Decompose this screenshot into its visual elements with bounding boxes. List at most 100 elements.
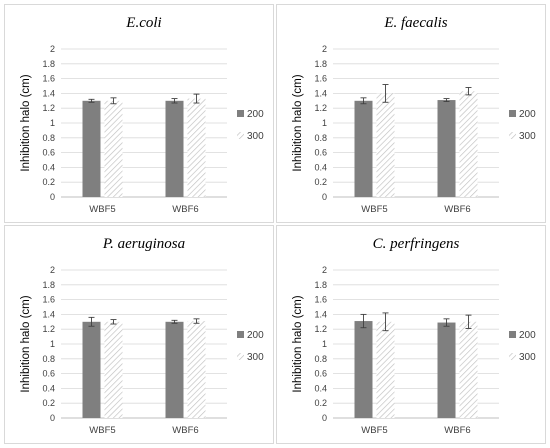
y-tick-label: 1.4	[42, 88, 55, 98]
chart-panel-efaecalis: E. faecalis Inhibition halo (cm) 0 0.2 0.4 0.…	[276, 4, 546, 223]
y-tick-label: 1.2	[42, 324, 55, 334]
legend-label: 200	[519, 330, 536, 341]
y-axis-label: Inhibition halo (cm)	[292, 295, 304, 392]
y-tick-label: 0.2	[42, 177, 55, 187]
y-tick-label: 0	[50, 413, 55, 423]
y-tick-label: 2	[50, 265, 55, 275]
legend-swatch	[237, 132, 244, 139]
y-tick-label: 0.8	[42, 354, 55, 364]
chart-title: E. faecalis	[383, 15, 447, 31]
y-tick-label: 1.2	[314, 324, 327, 334]
y-tick-label: 0.2	[42, 398, 55, 408]
y-tick-label: 1.6	[314, 295, 327, 305]
bar	[82, 100, 101, 197]
y-tick-label: 0.4	[314, 162, 327, 172]
bar	[165, 100, 184, 197]
y-tick-label: 1.6	[42, 74, 55, 84]
x-tick-label: WBF6	[444, 204, 470, 215]
legend-swatch	[237, 353, 244, 360]
bar	[437, 322, 456, 418]
bar	[187, 98, 206, 197]
y-tick-label: 1.4	[42, 309, 55, 319]
y-tick-label: 0.4	[42, 162, 55, 172]
y-tick-label: 0.6	[314, 148, 327, 158]
chart-svg: P. aeruginosa Inhibition halo (cm) 0 0.2 0.4…	[20, 236, 264, 436]
x-tick-label: WBF5	[89, 204, 115, 215]
y-tick-label: 0.8	[314, 354, 327, 364]
y-tick-label: 1.4	[314, 309, 327, 319]
y-tick-label: 0.2	[314, 177, 327, 187]
y-tick-label: 0.6	[42, 369, 55, 379]
y-tick-label: 2	[322, 44, 327, 54]
y-tick-label: 1.2	[314, 103, 327, 113]
bar	[104, 100, 123, 197]
chart-svg: E.coli Inhibition halo (cm) 0 0.2 0.4 0.6 0.8 1…	[20, 15, 264, 215]
y-axis-label: Inhibition halo (cm)	[20, 74, 32, 171]
legend-label: 200	[247, 330, 264, 341]
legend-label: 200	[519, 109, 536, 120]
y-axis-label: Inhibition halo (cm)	[292, 74, 304, 171]
x-tick-label: WBF6	[172, 425, 198, 436]
y-tick-label: 1.8	[314, 59, 327, 69]
chart-title: P. aeruginosa	[102, 236, 185, 252]
legend-label: 300	[247, 352, 264, 363]
y-axis-label: Inhibition halo (cm)	[20, 295, 32, 392]
bar	[187, 321, 206, 418]
bar	[376, 93, 395, 197]
y-tick-label: 1.2	[42, 103, 55, 113]
bar	[376, 321, 395, 418]
x-tick-label: WBF5	[361, 204, 387, 215]
y-tick-label: 2	[50, 44, 55, 54]
legend-label: 300	[519, 352, 536, 363]
y-tick-label: 0	[50, 192, 55, 202]
legend-label: 300	[519, 131, 536, 142]
bar	[82, 321, 101, 418]
y-tick-label: 1	[322, 339, 327, 349]
y-tick-label: 1.8	[314, 280, 327, 290]
legend-swatch	[509, 331, 516, 338]
y-tick-label: 1	[50, 339, 55, 349]
y-tick-label: 1.8	[42, 280, 55, 290]
x-tick-label: WBF5	[89, 425, 115, 436]
legend-swatch	[237, 331, 244, 338]
bar	[165, 321, 184, 418]
y-tick-label: 0.4	[314, 383, 327, 393]
chart-grid: E.coli Inhibition halo (cm) 0 0.2 0.4 0.6 0.8 1…	[4, 4, 546, 444]
bar	[437, 100, 456, 197]
x-tick-label: WBF6	[444, 425, 470, 436]
legend-swatch	[509, 132, 516, 139]
x-tick-label: WBF5	[361, 425, 387, 436]
y-tick-label: 0	[322, 192, 327, 202]
x-tick-label: WBF6	[172, 204, 198, 215]
chart-panel-cperfringens: C. perfringens Inhibition halo (cm) 0 0.2 0.…	[276, 225, 546, 444]
bar	[104, 321, 123, 418]
chart-panel-ecoli: E.coli Inhibition halo (cm) 0 0.2 0.4 0.6 0.8 1…	[4, 4, 274, 223]
y-tick-label: 0.6	[42, 148, 55, 158]
y-tick-label: 1.6	[314, 74, 327, 84]
y-tick-label: 1.8	[42, 59, 55, 69]
legend-swatch	[509, 110, 516, 117]
y-tick-label: 1.4	[314, 88, 327, 98]
y-tick-label: 0.6	[314, 369, 327, 379]
legend-swatch	[237, 110, 244, 117]
legend-label: 300	[247, 131, 264, 142]
y-tick-label: 0.8	[42, 133, 55, 143]
y-tick-label: 2	[322, 265, 327, 275]
bar	[459, 91, 478, 197]
y-tick-label: 1.6	[42, 295, 55, 305]
chart-svg: E. faecalis Inhibition halo (cm) 0 0.2 0.4 0.…	[292, 15, 536, 215]
bar	[354, 100, 373, 197]
y-tick-label: 0.4	[42, 383, 55, 393]
y-tick-label: 0	[322, 413, 327, 423]
y-tick-label: 1	[50, 118, 55, 128]
y-tick-label: 0.8	[314, 133, 327, 143]
y-tick-label: 1	[322, 118, 327, 128]
y-tick-label: 0.2	[314, 398, 327, 408]
bar	[459, 321, 478, 418]
legend-label: 200	[247, 109, 264, 120]
chart-title: E.coli	[125, 15, 161, 31]
bar	[354, 321, 373, 418]
chart-title: C. perfringens	[373, 236, 460, 252]
legend-swatch	[509, 353, 516, 360]
chart-panel-paeruginosa: P. aeruginosa Inhibition halo (cm) 0 0.2 0.4…	[4, 225, 274, 444]
